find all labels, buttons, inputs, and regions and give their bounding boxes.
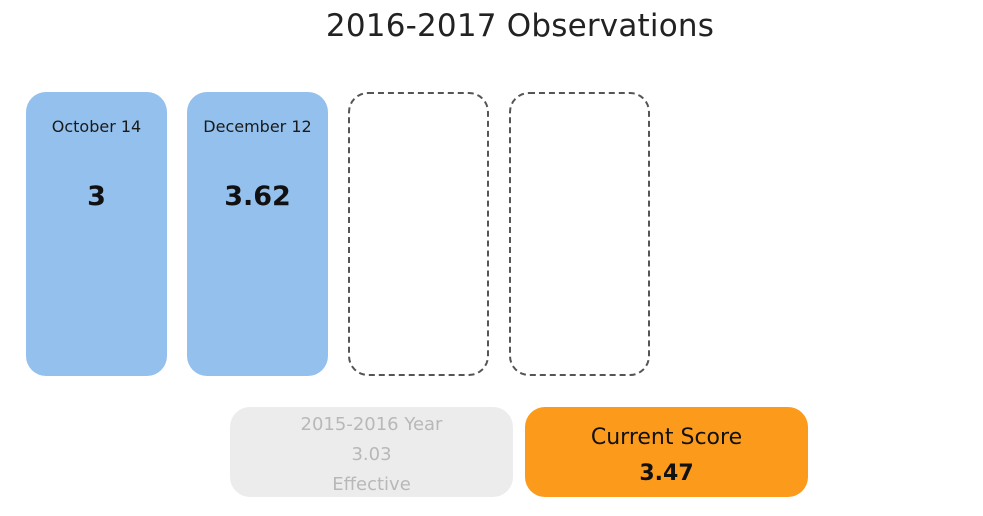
observation-date: October 14 — [51, 117, 142, 136]
observation-score: 3.62 — [224, 181, 291, 212]
observation-slot-empty-3 — [348, 92, 489, 376]
current-score-panel: Current Score 3.47 — [525, 407, 808, 497]
previous-year-score: 3.03 — [351, 444, 392, 465]
current-score-label: Current Score — [590, 425, 743, 450]
current-score-value: 3.47 — [639, 461, 694, 486]
previous-year-label: 2015-2016 Year — [300, 414, 443, 435]
observation-card-1[interactable]: October 14 3 — [26, 92, 167, 376]
observation-card-2[interactable]: December 12 3.62 — [187, 92, 328, 376]
previous-year-rating: Effective — [332, 474, 411, 495]
previous-year-panel: 2015-2016 Year 3.03 Effective — [230, 407, 513, 497]
observation-date: December 12 — [203, 117, 312, 136]
observation-slot-empty-4 — [509, 92, 650, 376]
page-title: 2016-2017 Observations — [325, 8, 715, 44]
observation-score: 3 — [87, 181, 106, 212]
